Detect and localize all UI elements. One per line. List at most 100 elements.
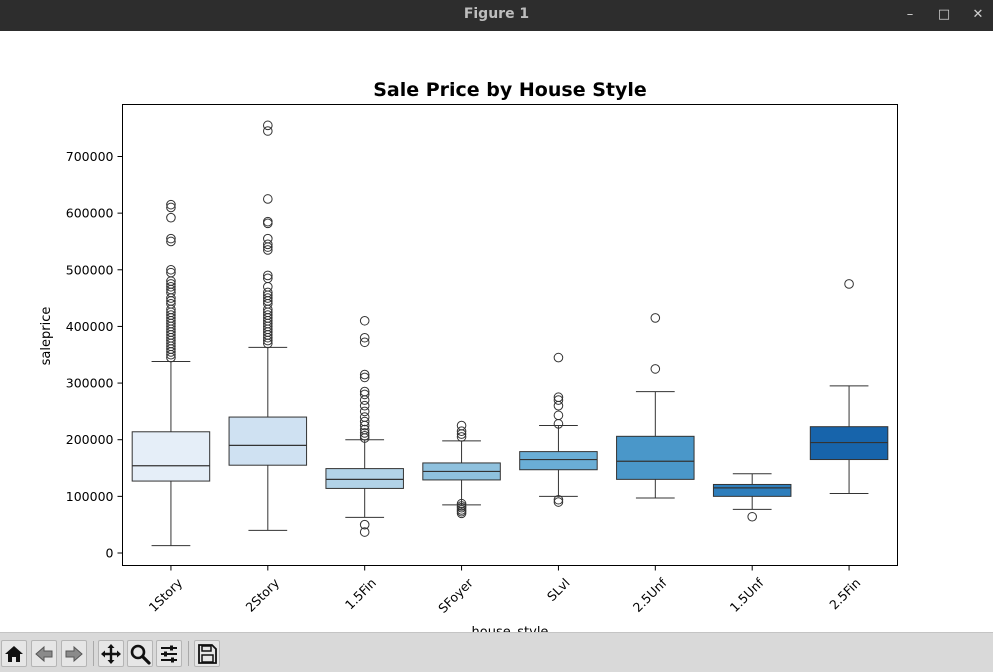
home-icon [5,645,23,662]
y-tick-label: 200000 [66,432,114,447]
iqr-box [228,416,308,466]
outlier-point [263,239,273,250]
iqr-box [325,468,404,489]
outlier-point [359,430,370,441]
title-bar: Figure 1 – □ ✕ [0,0,993,31]
box-group-1.5Fin [325,315,404,537]
outlier-point [359,372,370,383]
x-tick-label: 1.5Unf [727,575,767,615]
outlier-point [359,332,370,343]
outlier-point [263,281,273,292]
outlier-point [166,267,176,278]
box-group-2Story [228,120,308,531]
box-group-SFoyer [422,420,501,519]
outlier-point [166,279,176,289]
figure-canvas: Sale Price by House Style 0 100000 200000 3… [0,31,993,632]
outlier-point [359,389,370,400]
outlier-point [359,416,370,427]
outlier-point [844,279,854,289]
x-tick-label: 1Story [146,575,186,615]
box-group-SLvl [519,352,598,507]
iqr-box [616,435,695,480]
outlier-point [359,400,370,411]
outlier-point [263,120,273,131]
box-group-1Story [131,199,211,547]
outlier-point [553,494,564,505]
sliders-icon [161,645,177,662]
outlier-point [166,199,176,210]
iqr-box [131,431,211,482]
zoom-button[interactable] [127,640,153,667]
magnifier-icon [130,644,151,665]
outlier-point [359,406,370,417]
x-tick-label: 2.5Unf [630,575,670,615]
box-group-1.5Unf [712,473,792,522]
x-tick-label: SFoyer [435,575,476,616]
outlier-point [263,233,273,244]
outlier-point [166,281,176,292]
back-button[interactable] [31,640,57,667]
outlier-point [359,337,370,348]
outlier-point [166,310,176,320]
close-icon[interactable]: ✕ [972,7,984,22]
home-button[interactable] [1,640,27,667]
outlier-point [166,236,176,247]
toolbar-separator [93,641,94,666]
configure-subplots-button[interactable] [156,640,182,667]
outlier-point [263,245,273,255]
chart-title: Sale Price by House Style [373,79,647,101]
box-group-2.5Unf [616,313,695,499]
floppy-disk-icon [198,643,217,664]
outlier-point [456,426,467,437]
window-title: Figure 1 [463,6,530,22]
outlier-point [456,505,467,515]
outlier-point [263,293,273,303]
outlier-point [553,497,564,507]
outlier-point [553,395,564,405]
outlier-point [166,202,176,213]
minimize-icon[interactable]: – [906,7,914,22]
y-tick-label: 400000 [66,319,114,334]
pan-button[interactable] [98,640,124,667]
save-button[interactable] [194,640,220,667]
outlier-point [456,498,467,509]
outlier-point [263,270,273,281]
outlier-point [650,364,661,374]
outlier-point [166,298,176,309]
outlier-point [166,233,176,244]
outlier-point [553,410,564,421]
plot-area-frame [122,104,898,566]
iqr-box [519,451,598,471]
x-tick-label: SLvl [544,575,573,604]
outlier-point [263,310,273,320]
boxplot-chart: Sale Price by House Style 0 100000 200000 3… [39,79,898,632]
outlier-point [359,428,370,438]
x-tick-label: 2.5Fin [826,575,863,612]
navigation-toolbar [0,632,993,672]
y-tick-label: 100000 [66,489,114,504]
outlier-point [263,194,273,204]
y-tick-label: 500000 [66,262,114,277]
outlier-point [456,501,467,511]
outlier-point [650,313,661,323]
iqr-box [712,483,792,497]
move-icon [101,643,121,664]
arrow-left-icon [35,645,53,662]
x-tick-label: 1.5Fin [342,575,379,612]
toolbar-separator [188,641,189,666]
forward-button[interactable] [61,640,87,667]
x-axis-label: house_style [472,625,549,632]
arrow-right-icon [65,645,83,662]
outlier-point [263,287,273,298]
maximize-icon[interactable]: □ [937,7,951,22]
outlier-point [359,386,370,397]
outlier-point [263,126,273,136]
outlier-point [166,212,176,223]
outlier-point [359,369,370,380]
y-tick-label: 700000 [66,149,114,164]
outlier-point [553,352,564,363]
outlier-point [359,315,370,326]
outlier-point [359,519,370,530]
box-group-2.5Fin [809,279,889,495]
outlier-point [553,392,564,403]
